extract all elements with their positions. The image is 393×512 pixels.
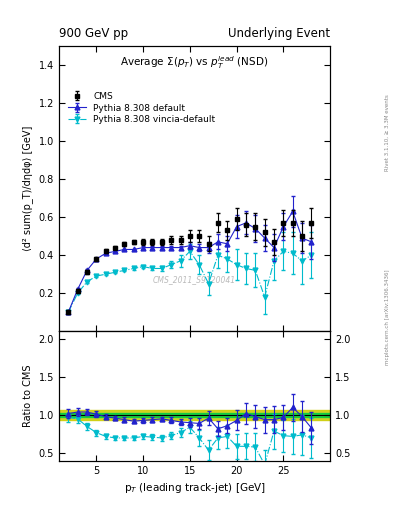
Text: 900 GeV pp: 900 GeV pp xyxy=(59,27,128,40)
Y-axis label: ⟨d² sum(p_T)/dηdφ⟩ [GeV]: ⟨d² sum(p_T)/dηdφ⟩ [GeV] xyxy=(22,126,33,251)
Legend: CMS, Pythia 8.308 default, Pythia 8.308 vincia-default: CMS, Pythia 8.308 default, Pythia 8.308 … xyxy=(66,91,217,126)
Text: mcplots.cern.ch [arXiv:1306.3436]: mcplots.cern.ch [arXiv:1306.3436] xyxy=(385,270,390,365)
X-axis label: p$_T$ (leading track-jet) [GeV]: p$_T$ (leading track-jet) [GeV] xyxy=(123,481,266,495)
Text: Rivet 3.1.10, ≥ 3.3M events: Rivet 3.1.10, ≥ 3.3M events xyxy=(385,95,390,172)
Text: Average $\Sigma(p_T)$ vs $p_T^{lead}$ (NSD): Average $\Sigma(p_T)$ vs $p_T^{lead}$ (N… xyxy=(120,55,269,72)
Text: Underlying Event: Underlying Event xyxy=(228,27,330,40)
Text: CMS_2011_S9120041: CMS_2011_S9120041 xyxy=(153,275,236,284)
Y-axis label: Ratio to CMS: Ratio to CMS xyxy=(23,365,33,427)
